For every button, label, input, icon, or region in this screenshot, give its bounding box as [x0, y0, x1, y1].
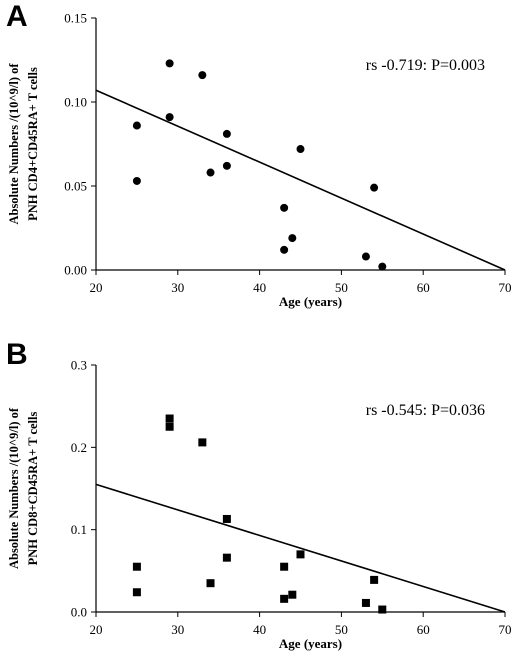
- data-point: [361, 598, 370, 607]
- data-point: [378, 605, 387, 614]
- x-tick-label: 40: [253, 622, 266, 637]
- y-tick-label: 0.2: [71, 440, 87, 455]
- data-point: [378, 262, 387, 271]
- data-point: [165, 59, 174, 68]
- y-tick-label: 0.05: [64, 179, 87, 194]
- data-point: [222, 514, 231, 523]
- data-point: [132, 562, 141, 571]
- panel-label-b: B: [6, 338, 28, 371]
- x-tick-label: 60: [417, 280, 430, 295]
- x-axis-title: Age (years): [279, 636, 342, 651]
- chart-panel-b: 20 30 40 50 60 70 0.0 0.1 0.2 0.3 Age (years) Absol…: [7, 358, 512, 652]
- x-tick-label: 40: [253, 280, 266, 295]
- x-tick-label: 70: [499, 622, 512, 637]
- regression-line: [95, 483, 506, 613]
- data-point: [206, 168, 215, 177]
- data-point: [280, 594, 289, 603]
- data-point: [132, 121, 141, 130]
- data-point: [280, 562, 289, 571]
- y-tick-label: 0.10: [64, 95, 87, 110]
- y-axis-title-line2: PNH CD4+CD45RA+ T cells: [26, 67, 40, 221]
- data-point: [296, 550, 305, 559]
- chart-panel-a: 20 30 40 50 60 70 0.00 0.05 0.10 0.15 Age (years) A…: [7, 11, 512, 310]
- data-point: [222, 161, 231, 170]
- x-tick-label: 50: [335, 280, 348, 295]
- y-tick-label: 0.15: [64, 11, 87, 26]
- data-point: [132, 588, 141, 597]
- y-axis-title-line1: Absolute Numbers /(10^9/l) of: [7, 407, 21, 569]
- y-tick-label: 0.0: [71, 605, 87, 620]
- correlation-annotation: rs -0.719: P=0.003: [366, 57, 485, 74]
- data-point: [280, 245, 289, 254]
- y-axis-title-line2: PNH CD8+CD45RA+ T cells: [26, 412, 40, 566]
- y-tick-label: 0.1: [71, 522, 87, 537]
- regression-line: [95, 89, 506, 271]
- data-point: [206, 579, 215, 588]
- y-tick-label: 0.00: [64, 263, 87, 278]
- x-tick-label: 70: [499, 280, 512, 295]
- data-point: [288, 590, 297, 599]
- data-point: [361, 252, 370, 261]
- panel-label-a: A: [6, 0, 28, 33]
- y-axis-title-line1: Absolute Numbers /(10^9/l) of: [7, 63, 21, 225]
- x-axis-title: Age (years): [279, 294, 342, 309]
- data-point: [280, 203, 289, 212]
- data-point: [288, 234, 297, 243]
- data-point: [132, 176, 141, 185]
- data-point: [296, 145, 305, 154]
- data-point: [222, 129, 231, 138]
- data-point: [222, 553, 231, 562]
- x-tick-label: 60: [417, 622, 430, 637]
- x-tick-label: 30: [171, 622, 184, 637]
- data-point: [370, 183, 379, 192]
- x-tick-label: 20: [90, 622, 103, 637]
- data-point: [198, 71, 207, 80]
- x-tick-label: 20: [90, 280, 103, 295]
- x-tick-label: 50: [335, 622, 348, 637]
- data-point: [165, 422, 174, 431]
- y-tick-label: 0.3: [71, 358, 87, 373]
- x-tick-label: 30: [171, 280, 184, 295]
- data-point: [198, 438, 207, 447]
- data-point: [165, 113, 174, 122]
- data-point: [165, 414, 174, 423]
- correlation-annotation: rs -0.545: P=0.036: [366, 402, 485, 419]
- data-point: [370, 575, 379, 584]
